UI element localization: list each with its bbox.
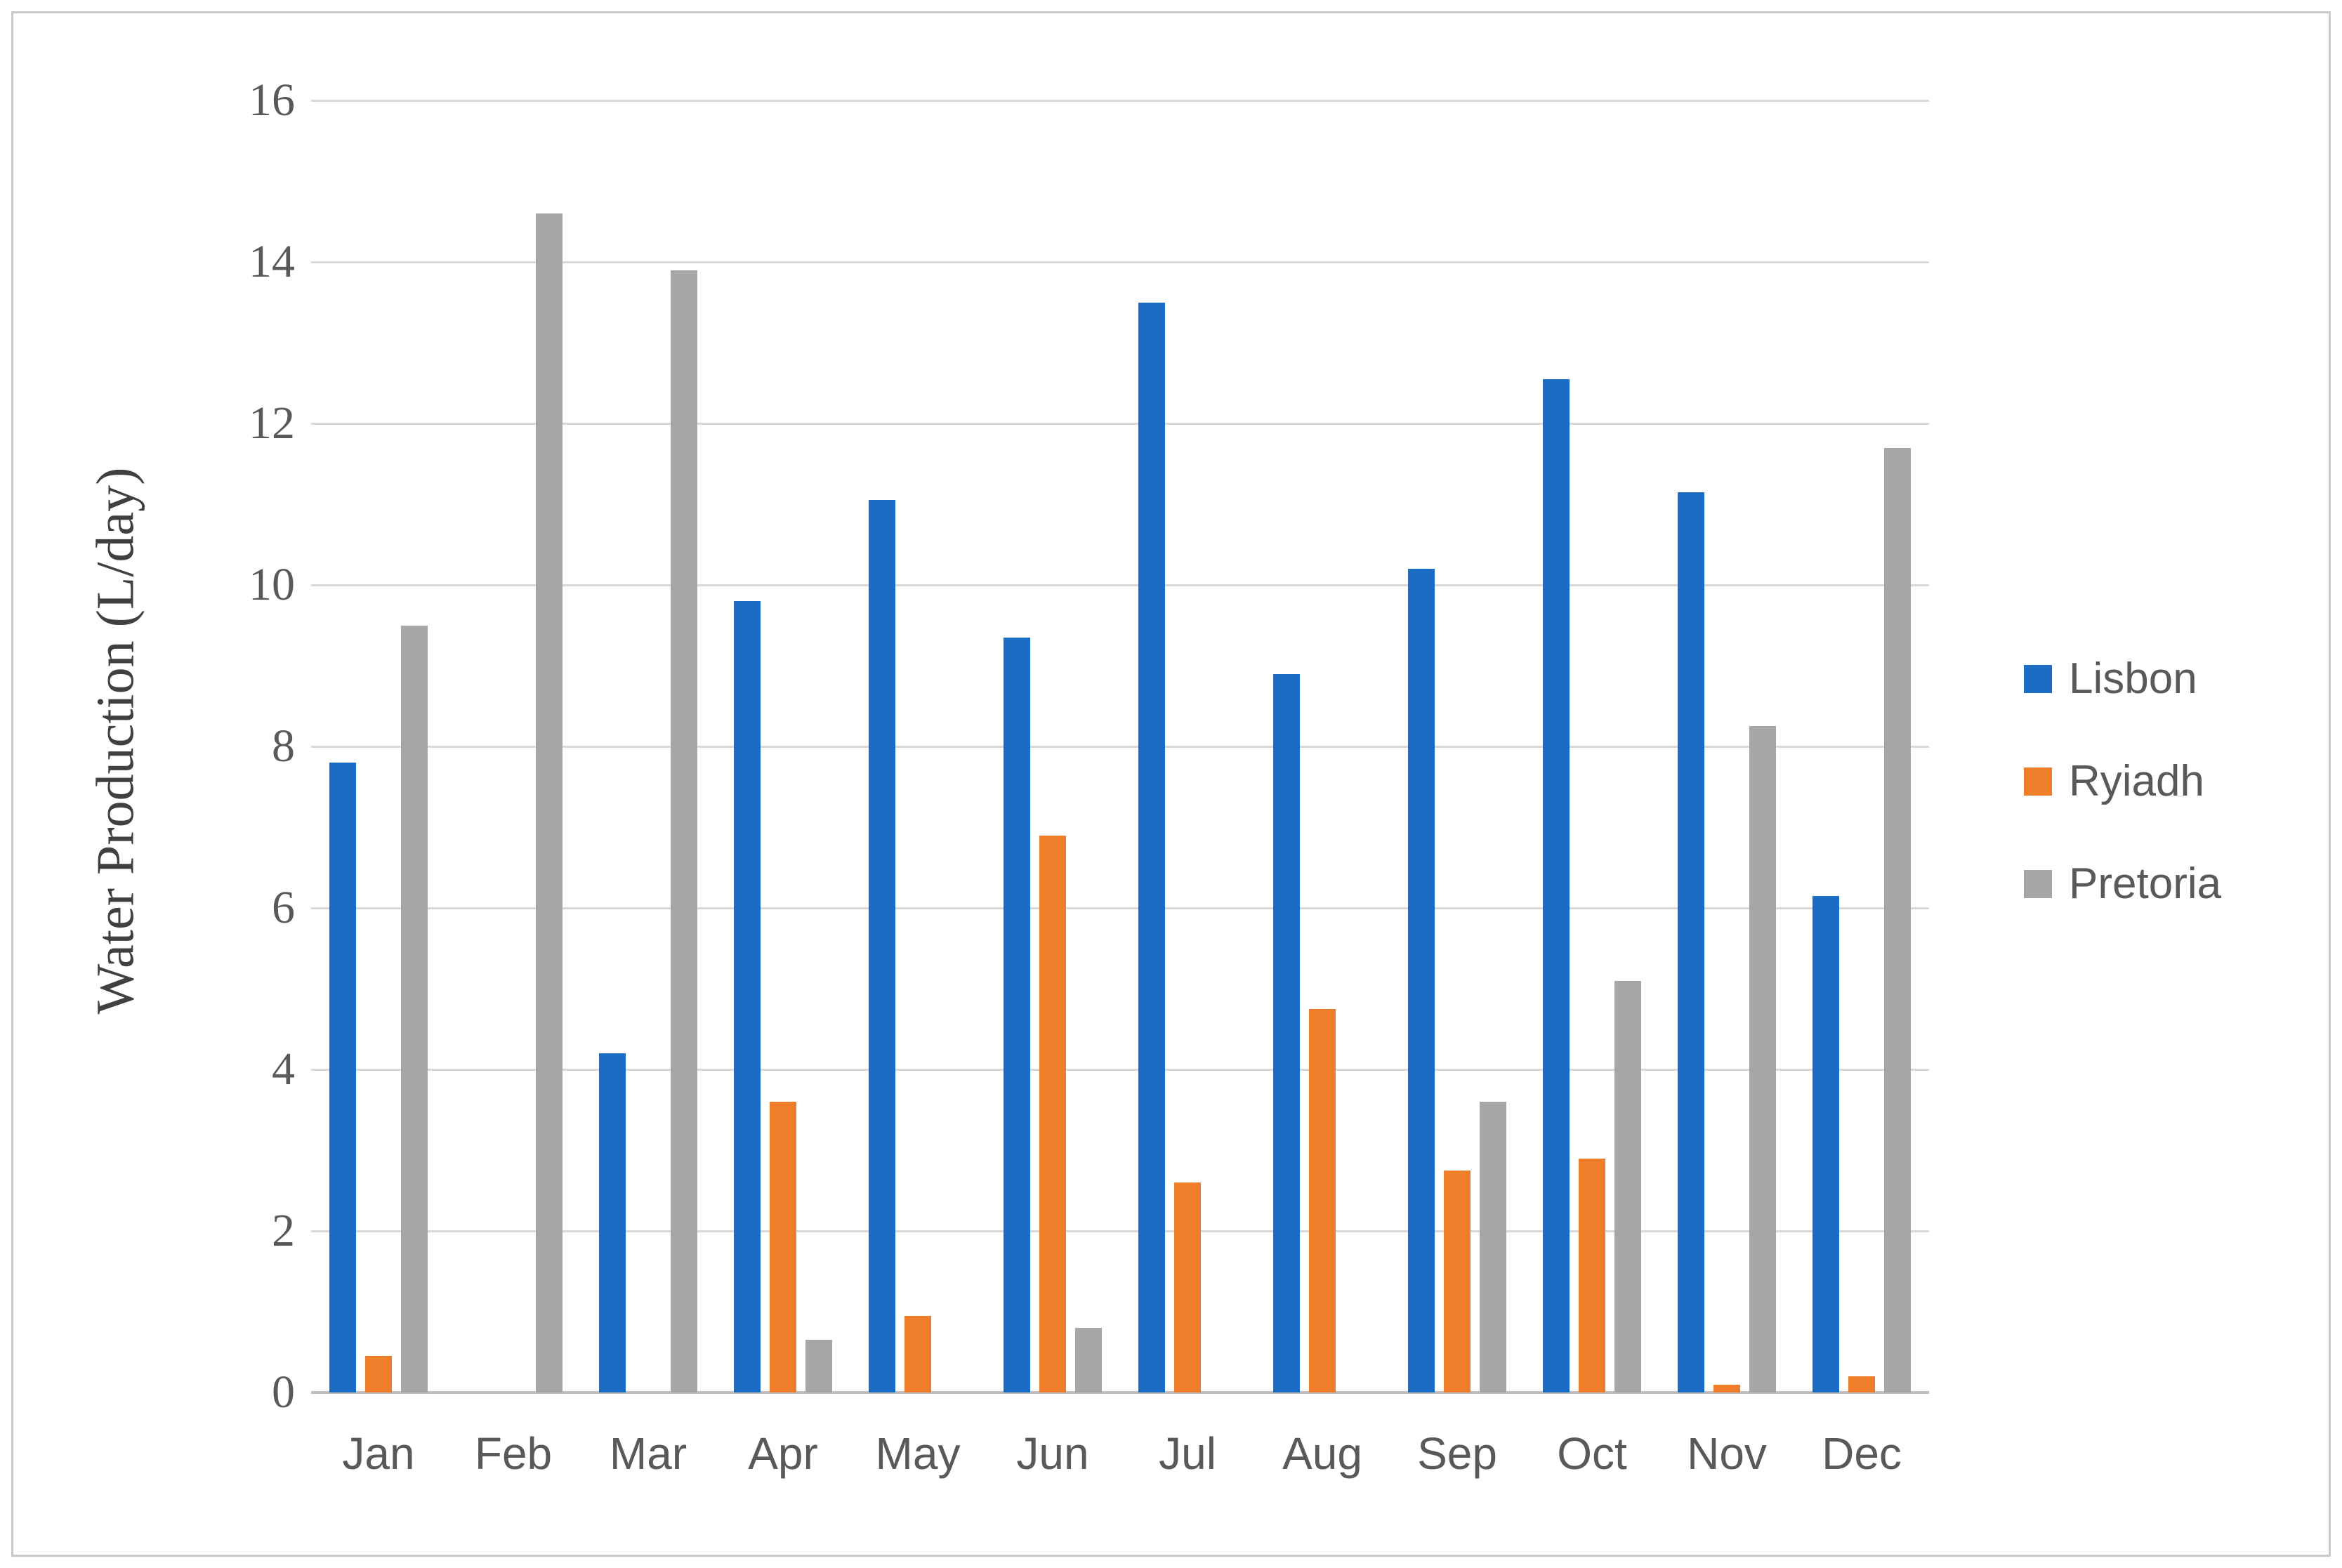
bar-pretoria-dec (1884, 447, 1911, 1392)
plot-area (311, 100, 1929, 1394)
x-axis-tick-labels: Jan Feb Mar Apr May Jun Jul Aug Sep Oct Nov Dec (311, 1422, 1929, 1485)
y-tick-label-8: 8 (272, 720, 295, 772)
x-tick-label-dec: Dec (1822, 1428, 1902, 1479)
bar-group-mar (581, 100, 716, 1392)
bar-lisbon-nov (1678, 492, 1704, 1392)
gridline-y-16 (311, 100, 1929, 102)
bar-group-nov (1659, 100, 1794, 1392)
gridline-y-6 (311, 907, 1929, 909)
bar-ryiadh-aug (1309, 1008, 1336, 1392)
legend-swatch-ryiadh (2024, 767, 2052, 796)
legend-label-ryiadh: Ryiadh (2069, 757, 2204, 805)
y-tick-label-10: 10 (249, 559, 295, 610)
bar-ryiadh-jul (1174, 1182, 1201, 1392)
bar-pretoria-feb (536, 213, 563, 1392)
legend-label-pretoria: Pretoria (2069, 859, 2222, 908)
gridline-y-12 (311, 423, 1929, 425)
bar-group-may (850, 100, 985, 1392)
x-axis-line (311, 1391, 1929, 1394)
legend-label-lisbon: Lisbon (2069, 654, 2197, 703)
bar-lisbon-may (869, 500, 895, 1392)
bar-group-aug (1255, 100, 1390, 1392)
x-tick-label-feb: Feb (474, 1428, 553, 1479)
x-tick-label-mar: Mar (609, 1428, 688, 1479)
gridline-y-10 (311, 584, 1929, 586)
bar-ryiadh-apr (770, 1102, 796, 1392)
bar-groups (311, 100, 1929, 1392)
bar-group-oct (1525, 100, 1659, 1392)
gridline-y-8 (311, 746, 1929, 748)
bar-group-feb (446, 100, 581, 1392)
y-axis-tick-labels: 0 2 4 6 8 10 12 14 16 (0, 77, 295, 1416)
gridline-y-2 (311, 1230, 1929, 1232)
bar-group-apr (716, 100, 850, 1392)
bar-lisbon-jun (1004, 637, 1030, 1392)
legend-item-pretoria: Pretoria (2024, 859, 2222, 908)
legend: Lisbon Ryiadh Pretoria (2024, 654, 2222, 973)
bar-lisbon-sep (1408, 569, 1435, 1392)
bar-lisbon-apr (734, 601, 761, 1392)
gridline-y-14 (311, 261, 1929, 263)
bar-ryiadh-dec (1848, 1376, 1875, 1392)
bar-pretoria-jun (1075, 1328, 1102, 1392)
bar-pretoria-mar (671, 270, 697, 1392)
bar-ryiadh-sep (1444, 1170, 1471, 1392)
bar-pretoria-apr (805, 1340, 832, 1392)
x-tick-label-may: May (875, 1428, 961, 1479)
bar-lisbon-jul (1138, 302, 1165, 1392)
legend-swatch-lisbon (2024, 665, 2052, 693)
x-tick-label-jan: Jan (342, 1428, 415, 1479)
bar-pretoria-jan (401, 625, 428, 1392)
y-tick-label-12: 12 (249, 397, 295, 449)
bar-lisbon-mar (599, 1053, 626, 1392)
bar-group-jan (311, 100, 446, 1392)
bar-group-jun (985, 100, 1120, 1392)
y-tick-label-0: 0 (272, 1366, 295, 1418)
legend-swatch-pretoria (2024, 870, 2052, 898)
bar-group-dec (1794, 100, 1929, 1392)
bar-lisbon-dec (1813, 895, 1839, 1392)
chart-frame-border (11, 11, 2331, 1557)
y-tick-label-4: 4 (272, 1043, 295, 1095)
bar-pretoria-nov (1749, 726, 1776, 1392)
gridline-y-4 (311, 1069, 1929, 1071)
bar-lisbon-jan (329, 763, 356, 1392)
bar-group-jul (1120, 100, 1255, 1392)
x-tick-label-nov: Nov (1687, 1428, 1767, 1479)
legend-item-lisbon: Lisbon (2024, 654, 2221, 703)
bar-ryiadh-may (904, 1315, 931, 1392)
bar-ryiadh-oct (1579, 1158, 1605, 1392)
x-tick-label-sep: Sep (1417, 1428, 1497, 1479)
x-tick-label-oct: Oct (1557, 1428, 1627, 1479)
legend-item-ryiadh: Ryiadh (2024, 757, 2221, 805)
y-tick-label-14: 14 (249, 236, 295, 287)
bar-ryiadh-nov (1713, 1384, 1740, 1392)
y-tick-label-16: 16 (249, 74, 295, 126)
y-tick-label-2: 2 (272, 1205, 295, 1256)
x-tick-label-jul: Jul (1159, 1428, 1216, 1479)
bar-pretoria-sep (1480, 1102, 1506, 1392)
bar-pretoria-oct (1614, 980, 1641, 1392)
bar-ryiadh-jun (1039, 835, 1066, 1392)
y-tick-label-6: 6 (272, 882, 295, 933)
x-tick-label-jun: Jun (1016, 1428, 1089, 1479)
bar-ryiadh-jan (365, 1356, 392, 1392)
bar-lisbon-aug (1273, 673, 1300, 1392)
bar-lisbon-oct (1543, 378, 1570, 1392)
bar-group-sep (1390, 100, 1525, 1392)
x-tick-label-apr: Apr (748, 1428, 818, 1479)
x-tick-label-aug: Aug (1282, 1428, 1362, 1479)
